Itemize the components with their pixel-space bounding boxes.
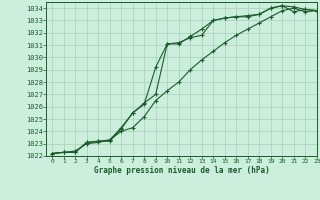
X-axis label: Graphe pression niveau de la mer (hPa): Graphe pression niveau de la mer (hPa)	[94, 166, 269, 175]
